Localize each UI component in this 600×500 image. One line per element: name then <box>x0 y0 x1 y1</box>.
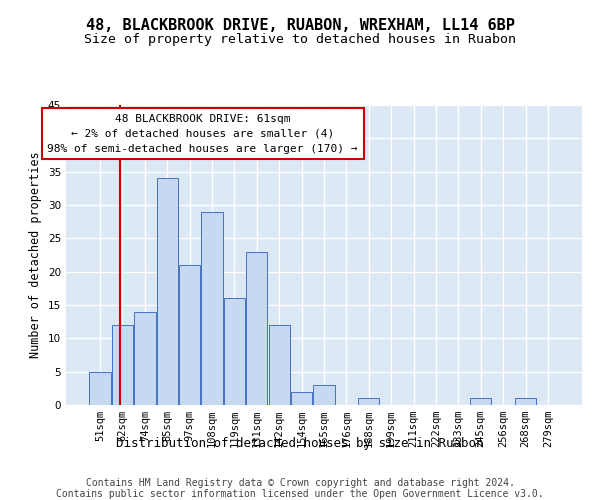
Text: Size of property relative to detached houses in Ruabon: Size of property relative to detached ho… <box>84 32 516 46</box>
Text: 48 BLACKBROOK DRIVE: 61sqm
← 2% of detached houses are smaller (4)
98% of semi-d: 48 BLACKBROOK DRIVE: 61sqm ← 2% of detac… <box>47 114 358 154</box>
Bar <box>202 212 223 405</box>
Bar <box>246 252 268 405</box>
Bar <box>470 398 491 405</box>
Bar <box>269 325 290 405</box>
Bar <box>291 392 312 405</box>
Bar <box>89 372 111 405</box>
Y-axis label: Number of detached properties: Number of detached properties <box>29 152 43 358</box>
Text: Contains HM Land Registry data © Crown copyright and database right 2024.
Contai: Contains HM Land Registry data © Crown c… <box>56 478 544 499</box>
Bar <box>157 178 178 405</box>
Bar <box>134 312 155 405</box>
Bar <box>224 298 245 405</box>
Text: 48, BLACKBROOK DRIVE, RUABON, WREXHAM, LL14 6BP: 48, BLACKBROOK DRIVE, RUABON, WREXHAM, L… <box>86 18 514 32</box>
Text: Distribution of detached houses by size in Ruabon: Distribution of detached houses by size … <box>116 438 484 450</box>
Bar <box>112 325 133 405</box>
Bar <box>515 398 536 405</box>
Bar <box>358 398 379 405</box>
Bar <box>179 265 200 405</box>
Bar <box>313 385 335 405</box>
